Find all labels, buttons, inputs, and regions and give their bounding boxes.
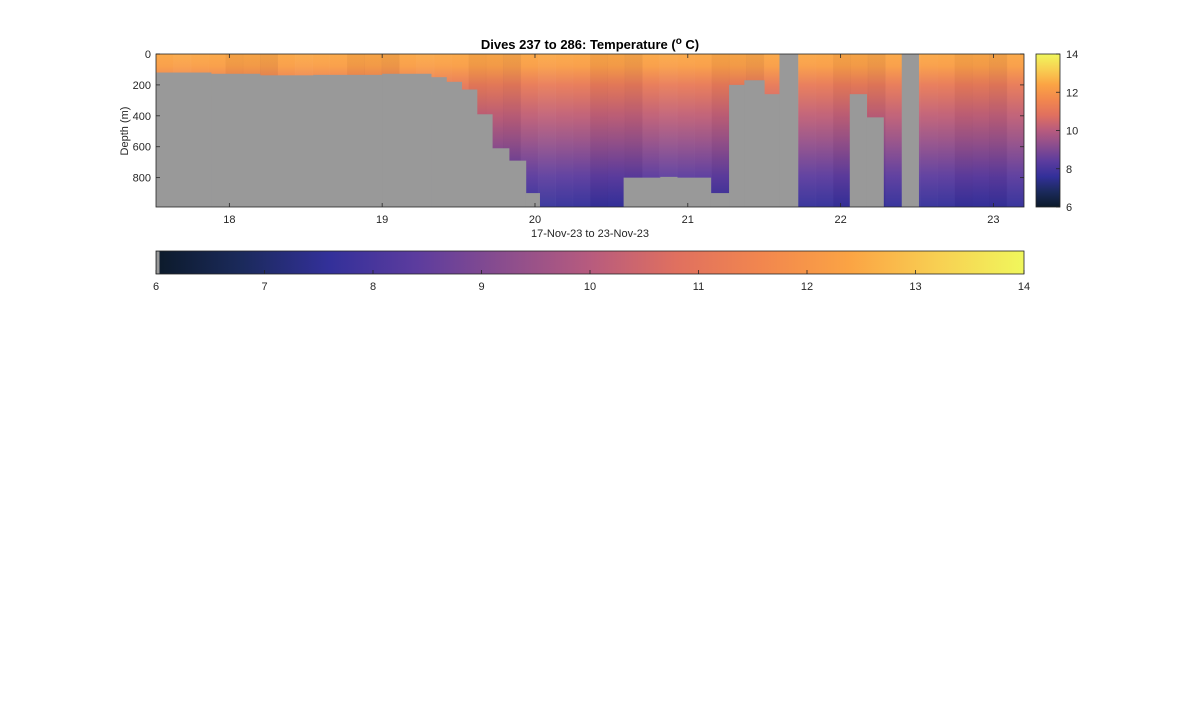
- x-tick-label: 23: [987, 214, 999, 226]
- no-data-block: [476, 114, 493, 207]
- no-data-block: [156, 72, 212, 207]
- no-data-block: [623, 177, 661, 207]
- x-tick-label: 21: [682, 214, 694, 226]
- x-tick-label: 19: [376, 214, 388, 226]
- dive-stripe: [833, 54, 851, 207]
- bottom-colorbar-tick-label: 12: [801, 281, 813, 293]
- dive-stripe: [919, 54, 938, 207]
- x-tick-label: 20: [529, 214, 541, 226]
- side-colorbar-tick-label: 6: [1066, 202, 1072, 214]
- dive-stripe: [1007, 54, 1025, 207]
- dive-stripe: [989, 54, 1008, 207]
- bottom-colorbar-missing-swatch: [156, 251, 160, 274]
- dive-stripe: [972, 54, 990, 207]
- no-data-block: [509, 160, 527, 207]
- plot-area: [156, 54, 1025, 207]
- y-tick-label: 600: [133, 142, 151, 154]
- no-data-block: [849, 94, 867, 207]
- bottom-colorbar-tick-label: 13: [909, 281, 921, 293]
- dive-stripe: [590, 54, 608, 207]
- x-axis-ticks: 18 19 20 21 22 23: [223, 54, 1000, 226]
- x-axis-label: 17-Nov-23 to 23-Nov-23: [531, 228, 649, 240]
- side-colorbar-tick-label: 14: [1066, 49, 1078, 61]
- no-data-regions: [156, 54, 919, 207]
- bottom-colorbar-tick-label: 10: [584, 281, 596, 293]
- no-data-block: [382, 73, 432, 207]
- y-axis-label: Depth (m): [119, 107, 131, 156]
- dive-stripe: [659, 54, 678, 207]
- no-data-block: [729, 84, 745, 207]
- dive-stripe: [676, 54, 695, 207]
- dive-stripe: [816, 54, 834, 207]
- no-data-block: [211, 73, 261, 207]
- dive-stripe: [607, 54, 625, 207]
- dive-stripe: [573, 54, 591, 207]
- no-data-block: [660, 176, 678, 207]
- dive-stripe: [537, 54, 556, 207]
- y-tick-label: 0: [145, 49, 151, 61]
- no-data-block: [901, 54, 919, 207]
- bottom-colorbar-tick-label: 7: [261, 281, 267, 293]
- bottom-colorbar-tick-label: 6: [153, 281, 159, 293]
- dive-stripe: [798, 54, 817, 207]
- no-data-block: [259, 75, 314, 207]
- dive-stripe: [937, 54, 955, 207]
- chart-title-end: C): [682, 37, 699, 52]
- chart-title-main: Dives 237 to 286: Temperature (: [481, 37, 677, 52]
- dive-stripe: [885, 54, 903, 207]
- y-axis-ticks: 0 200 400 600 800: [133, 49, 1024, 185]
- no-data-block: [677, 177, 712, 207]
- no-data-block: [492, 148, 510, 207]
- no-data-block: [779, 54, 799, 207]
- side-colorbar-tick-label: 8: [1066, 164, 1072, 176]
- dive-stripe: [954, 54, 973, 207]
- no-data-block: [525, 193, 540, 207]
- y-tick-label: 200: [133, 80, 151, 92]
- y-tick-label: 400: [133, 111, 151, 123]
- bottom-colorbar-tick-label: 9: [478, 281, 484, 293]
- no-data-block: [744, 80, 765, 207]
- side-colorbar-tick-label: 10: [1066, 126, 1078, 138]
- bottom-colorbar-ticks: 6 7 8 9 10 11 12 13 14: [153, 270, 1030, 293]
- y-tick-label: 800: [133, 173, 151, 185]
- no-data-block: [764, 94, 780, 207]
- no-data-block: [446, 81, 463, 207]
- side-colorbar-tick-label: 12: [1066, 87, 1078, 99]
- side-colorbar-ticks: 14 12 10 8 6: [1056, 49, 1078, 214]
- chart-title-superscript: o: [676, 36, 682, 47]
- x-tick-label: 18: [223, 214, 235, 226]
- chart-title: Dives 237 to 286: Temperature (o C): [481, 36, 699, 52]
- dive-stripe: [555, 54, 574, 207]
- no-data-block: [710, 193, 730, 207]
- dive-stripe: [711, 54, 730, 207]
- bottom-colorbar-tick-label: 11: [693, 281, 704, 293]
- x-tick-label: 22: [834, 214, 846, 226]
- bottom-colorbar-tick-label: 14: [1018, 281, 1030, 293]
- no-data-block: [431, 77, 447, 207]
- bottom-colorbar-tick-label: 8: [370, 281, 376, 293]
- no-data-block: [313, 74, 383, 207]
- plot-frame: [155, 53, 1025, 208]
- dive-stripe: [624, 54, 643, 207]
- no-data-block: [866, 117, 884, 207]
- no-data-block: [461, 89, 478, 207]
